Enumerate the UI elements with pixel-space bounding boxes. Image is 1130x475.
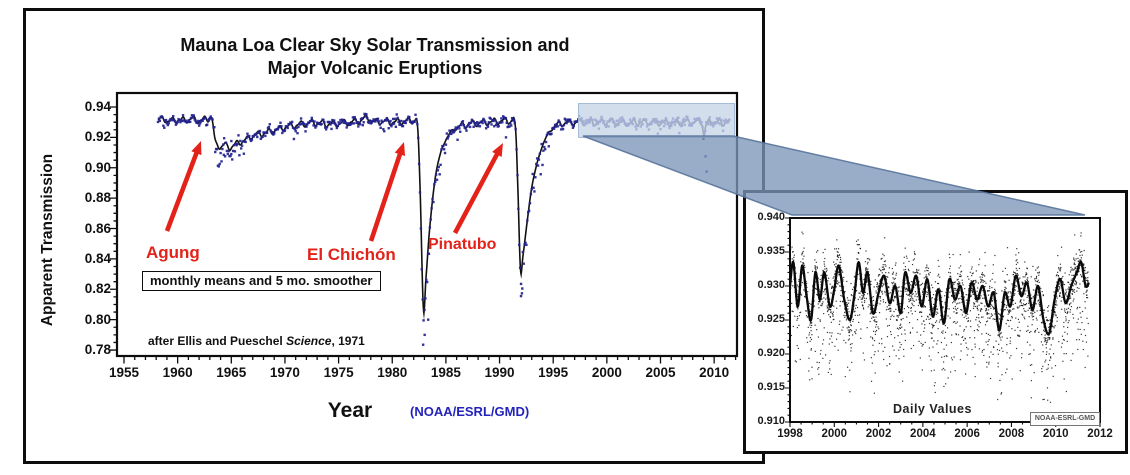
main-y-tick-label: 0.78 xyxy=(84,342,111,358)
main-x-tick-label: 1960 xyxy=(162,365,193,380)
main-x-tick-label: 2000 xyxy=(591,365,622,380)
main-x-tick-label: 1995 xyxy=(538,365,569,380)
main-y-tick-label: 0.94 xyxy=(84,99,111,114)
main-y-tick-label: 0.82 xyxy=(84,281,111,297)
main-x-tick-label: 2010 xyxy=(699,365,730,380)
reference-text: after Ellis and Pueschel Science, 1971 xyxy=(148,334,365,348)
main-x-tick-label: 1965 xyxy=(216,365,247,380)
reference-journal: Science xyxy=(286,334,332,348)
main-y-tick-label: 0.88 xyxy=(84,190,111,206)
inset-x-tick-label: 2010 xyxy=(1042,428,1069,440)
main-y-tick-label: 0.84 xyxy=(84,250,111,266)
main-y-tick-label: 0.90 xyxy=(84,159,111,175)
inset-y-tick-label: 0.920 xyxy=(757,347,785,359)
credit-text: (NOAA/ESRL/GMD) xyxy=(410,404,530,419)
main-x-tick-label: 1985 xyxy=(430,365,461,380)
main-x-tick-label: 2005 xyxy=(645,365,676,380)
main-x-tick-label: 1975 xyxy=(323,365,354,380)
inset-y-tick-label: 0.935 xyxy=(757,245,785,257)
y-axis-label: Apparent Transmission xyxy=(39,153,56,327)
inset-source-badge: NOAA-ESRL-GMD xyxy=(1030,412,1100,426)
main-y-tick-label: 0.92 xyxy=(84,129,111,145)
inset-y-tick-label: 0.925 xyxy=(757,313,785,325)
inset-y-tick-label: 0.930 xyxy=(757,279,785,291)
inset-x-tick-label: 2006 xyxy=(954,428,980,440)
inset-y-tick-label: 0.910 xyxy=(757,415,785,427)
smoother-note-box: monthly means and 5 mo. smoother xyxy=(142,271,381,291)
chart-title: Mauna Loa Clear Sky Solar Transmission a… xyxy=(140,34,610,80)
main-y-tick-label: 0.80 xyxy=(84,311,111,327)
inset-x-tick-label: 2004 xyxy=(910,428,936,440)
main-x-tick-label: 1980 xyxy=(377,365,408,380)
inset-y-tick-label: 0.940 xyxy=(757,211,785,223)
x-axis-label: Year xyxy=(327,399,373,422)
eruption-label: Pinatubo xyxy=(428,236,497,253)
eruption-label: El Chichón xyxy=(307,245,396,264)
main-x-tick-label: 1970 xyxy=(269,365,300,380)
inset-x-tick-label: 2002 xyxy=(865,428,892,440)
inset-series-label: Daily Values xyxy=(893,402,972,416)
main-x-tick-label: 1955 xyxy=(108,365,140,380)
zoom-highlight-region xyxy=(578,103,735,138)
inset-x-tick-label: 2012 xyxy=(1087,428,1113,440)
main-y-tick-label: 0.86 xyxy=(84,220,111,236)
inset-x-tick-label: 2008 xyxy=(998,428,1025,440)
main-x-tick-label: 1990 xyxy=(484,365,515,380)
inset-x-tick-label: 1998 xyxy=(777,428,803,440)
inset-y-tick-label: 0.915 xyxy=(757,381,785,393)
reference-prefix: after Ellis and Pueschel xyxy=(148,334,287,348)
chart-title-line1: Mauna Loa Clear Sky Solar Transmission a… xyxy=(180,35,570,55)
inset-x-tick-label: 2000 xyxy=(821,428,848,440)
eruption-label: Agung xyxy=(146,243,200,262)
reference-suffix: , 1971 xyxy=(331,334,365,348)
chart-title-line2: Major Volcanic Eruptions xyxy=(267,58,483,78)
